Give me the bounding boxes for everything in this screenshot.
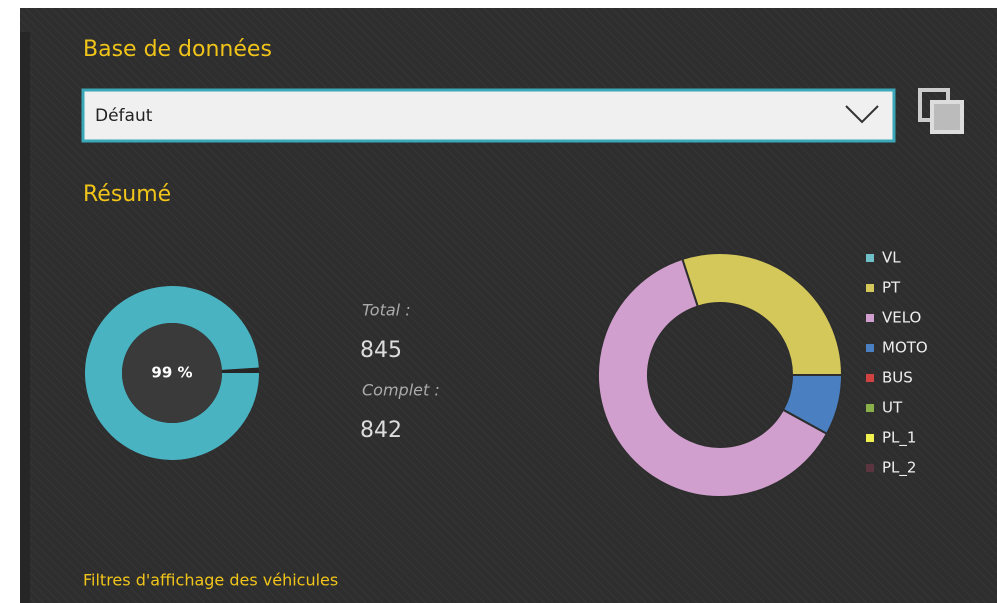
legend-label: VELO <box>882 309 921 327</box>
side-bar <box>20 32 30 603</box>
dropdown-value[interactable]: Défaut <box>95 106 153 126</box>
legend-label: UT <box>882 399 903 417</box>
dropdown-box[interactable] <box>81 88 896 143</box>
complete-label: Complet : <box>362 381 440 400</box>
complete-value: 842 <box>360 418 402 443</box>
legend-swatch <box>866 464 874 472</box>
legend-label: MOTO <box>882 339 928 357</box>
legend-swatch <box>866 404 874 412</box>
legend-label: PL_2 <box>882 459 916 478</box>
total-value: 845 <box>360 338 402 363</box>
legend-swatch <box>866 314 874 322</box>
donut-slice <box>781 374 844 436</box>
legend-label: BUS <box>882 369 913 387</box>
footer-text: Filtres d'affichage des véhicules <box>83 571 338 590</box>
legend-label: PT <box>882 279 901 297</box>
icon-front[interactable] <box>930 100 964 134</box>
legend-swatch <box>866 434 874 442</box>
gauge-center <box>122 323 222 423</box>
total-label: Total : <box>362 301 411 320</box>
legend-swatch <box>866 254 874 262</box>
legend-label: PL_1 <box>882 429 916 448</box>
donut-slice <box>681 252 844 376</box>
gauge-label: 99 % <box>151 364 192 382</box>
legend-swatch <box>866 344 874 352</box>
chevron[interactable] <box>845 105 879 124</box>
section-title: Base de données <box>83 37 272 62</box>
summary-title: Résumé <box>83 182 171 207</box>
legend-swatch <box>866 374 874 382</box>
donut-slice <box>597 257 829 498</box>
copy-icon[interactable] <box>918 88 964 134</box>
gauge-arc <box>84 285 259 460</box>
legend-swatch <box>866 284 874 292</box>
dropdown[interactable]: Défaut <box>81 88 896 143</box>
legend-label: VL <box>882 249 901 267</box>
